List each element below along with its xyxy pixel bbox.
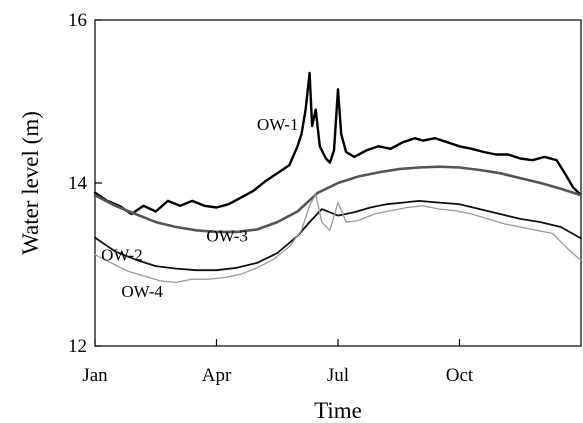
series-line-ow-2 xyxy=(94,200,582,272)
series-label-ow-2: OW-2 xyxy=(101,245,143,264)
y-tick-label: 16 xyxy=(68,10,87,31)
series-line-ow-4 xyxy=(94,193,582,284)
x-tick-label: Oct xyxy=(446,365,474,386)
y-tick-label: 14 xyxy=(68,173,88,194)
series-label-ow-1: OW-1 xyxy=(257,115,299,134)
y-axis-title: Water level (m) xyxy=(18,111,43,255)
series-label-ow-4: OW-4 xyxy=(121,282,163,301)
series-label-ow-3: OW-3 xyxy=(206,227,248,246)
y-axis: 12 14 16 xyxy=(68,10,102,357)
series-labels: OW-1 OW-3 OW-2 OW-4 xyxy=(101,115,298,301)
series-lines xyxy=(93,71,583,284)
x-axis: Jan Apr Jul Oct xyxy=(82,339,474,386)
x-tick-label: Jan xyxy=(82,365,108,386)
series-line-ow-3 xyxy=(93,165,583,234)
series-line-ow-1 xyxy=(93,71,583,216)
x-tick-label: Apr xyxy=(202,365,232,386)
x-axis-title: Time xyxy=(314,398,362,423)
x-tick-label: Jul xyxy=(327,365,349,386)
y-tick-label: 12 xyxy=(68,336,87,357)
